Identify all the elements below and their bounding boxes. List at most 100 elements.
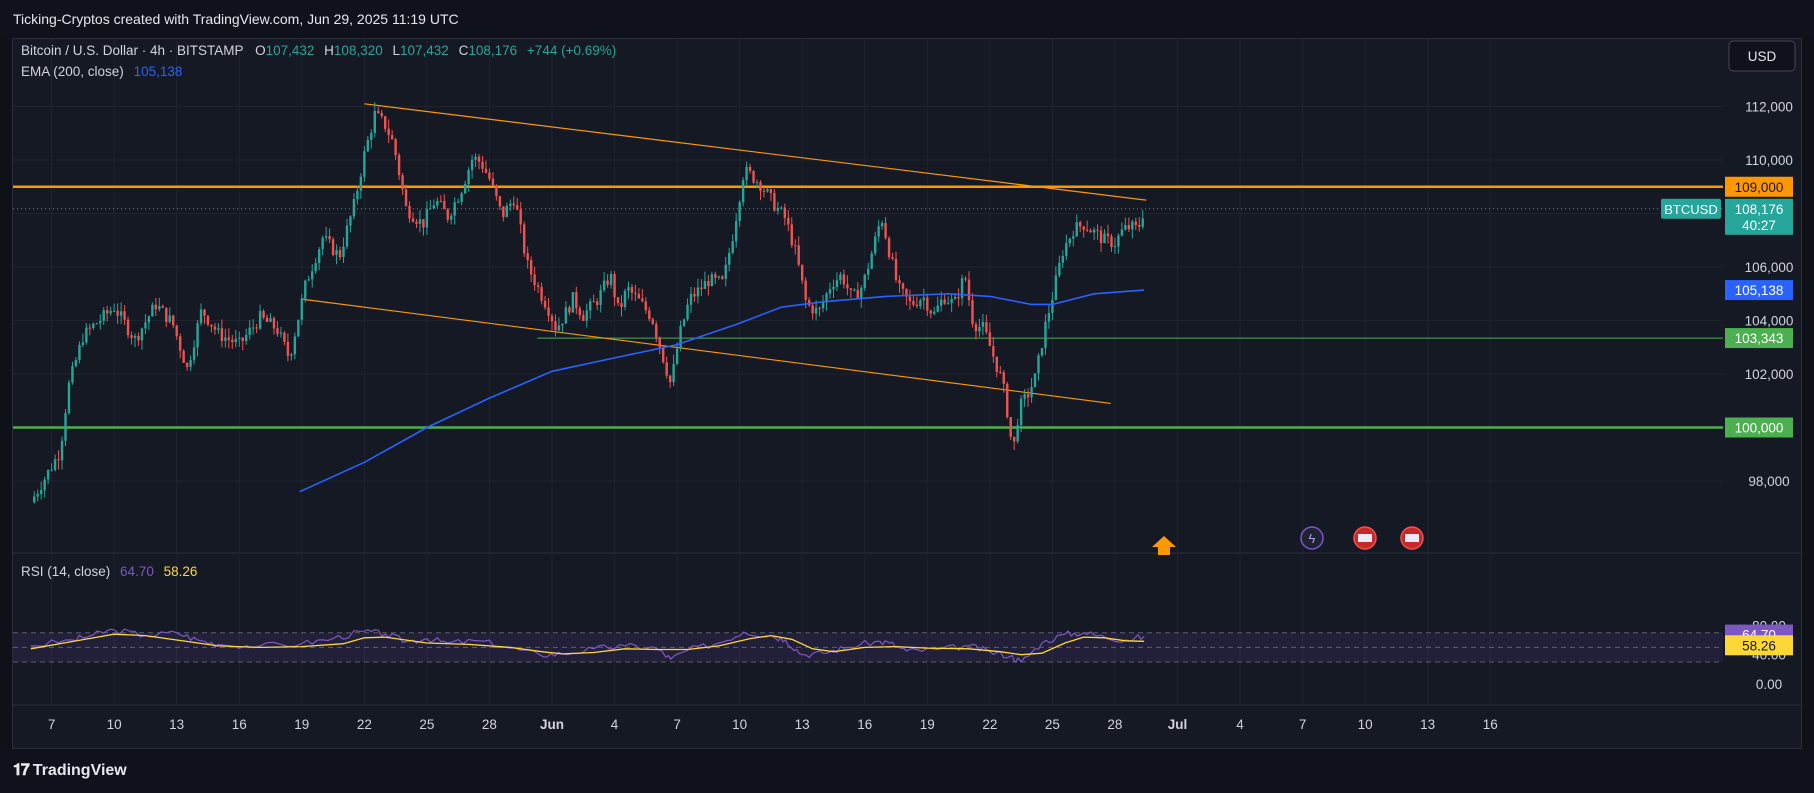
event-icons[interactable]: ϟ bbox=[1300, 526, 1424, 550]
svg-text:58.26: 58.26 bbox=[1742, 638, 1776, 653]
candle-body bbox=[217, 328, 220, 330]
time-tick-label: 22 bbox=[357, 717, 372, 732]
horizontal-lines bbox=[13, 185, 1723, 429]
price-tick-label: 104,000 bbox=[1745, 314, 1794, 329]
resistance-tag: 109,000 bbox=[1725, 176, 1793, 197]
candle-body bbox=[999, 371, 1002, 373]
candle-body bbox=[119, 311, 123, 316]
last-price-tag: 108,176 40:27 bbox=[1725, 198, 1793, 235]
candle-body bbox=[644, 301, 648, 311]
candle-body bbox=[957, 297, 960, 299]
currency-label[interactable]: USD bbox=[1748, 49, 1777, 64]
candle-body bbox=[783, 207, 787, 218]
candle-body bbox=[338, 250, 342, 257]
candle-body bbox=[550, 315, 554, 322]
trendline[interactable] bbox=[364, 103, 1147, 201]
candle-body bbox=[752, 171, 755, 183]
tradingview-logo[interactable]: 𝟏𝟕 TradingView bbox=[13, 762, 127, 780]
candle-body bbox=[484, 168, 488, 173]
rsi-legend-value: 64.70 bbox=[120, 564, 154, 579]
candle-body bbox=[825, 293, 828, 303]
candle-body bbox=[509, 203, 512, 206]
candle-body bbox=[151, 304, 154, 317]
candle-body bbox=[1124, 225, 1127, 230]
candle-body bbox=[686, 304, 689, 320]
candle-body bbox=[300, 298, 303, 320]
chart-frame[interactable]: ϟ 98,000 100,000 102,000 104,000 106,000 108,… bbox=[12, 38, 1802, 749]
candle-body bbox=[307, 279, 310, 281]
candle-body bbox=[1134, 221, 1137, 225]
candle-body bbox=[502, 206, 505, 218]
candle-body bbox=[693, 293, 696, 297]
candle-body bbox=[867, 268, 870, 275]
candle-body bbox=[234, 338, 237, 343]
candle-body bbox=[36, 493, 39, 497]
candle-body bbox=[297, 319, 300, 337]
candle-body bbox=[293, 336, 297, 355]
candle-body bbox=[425, 209, 429, 228]
time-tick-label: 10 bbox=[1358, 717, 1373, 732]
candle-body bbox=[158, 306, 161, 310]
candle-body bbox=[192, 347, 196, 361]
candle-body bbox=[523, 224, 526, 254]
candle-body bbox=[53, 459, 57, 470]
candle-body bbox=[345, 225, 349, 247]
price-chart-svg[interactable]: ϟ 98,000 100,000 102,000 104,000 106,000 108,… bbox=[13, 39, 1801, 748]
candle-body bbox=[377, 110, 380, 114]
candle-body bbox=[411, 218, 415, 222]
ema-line bbox=[299, 289, 1145, 493]
candle-body bbox=[387, 128, 390, 136]
candle-body bbox=[967, 279, 971, 301]
candle-body bbox=[919, 300, 922, 306]
candle-body bbox=[126, 319, 130, 336]
candle-body bbox=[224, 337, 227, 341]
candle-body bbox=[321, 237, 324, 250]
candle-body bbox=[203, 309, 206, 316]
candle-body bbox=[814, 307, 818, 314]
candle-body bbox=[123, 311, 126, 320]
candle-body bbox=[443, 201, 446, 210]
candle-body bbox=[662, 347, 665, 363]
candle-body bbox=[835, 280, 839, 288]
candle-body bbox=[432, 205, 436, 209]
candle-body bbox=[696, 287, 700, 297]
candle-body bbox=[1072, 236, 1075, 239]
candle-body bbox=[985, 322, 988, 333]
currency-button[interactable]: USD bbox=[1728, 40, 1796, 72]
candle-body bbox=[1006, 383, 1009, 418]
candle-body bbox=[543, 300, 547, 308]
time-tick-label: 25 bbox=[1045, 717, 1060, 732]
candle-body bbox=[873, 236, 877, 254]
candle-body bbox=[901, 283, 905, 289]
rsi-pane[interactable] bbox=[13, 553, 1723, 728]
candle-body bbox=[39, 490, 43, 494]
candle-body bbox=[804, 280, 807, 300]
candle-body bbox=[1037, 355, 1040, 374]
crypto-event-icon[interactable] bbox=[1300, 526, 1324, 550]
candle-body bbox=[519, 209, 522, 225]
candle-body bbox=[849, 288, 853, 290]
candle-body bbox=[741, 180, 745, 203]
candle-body bbox=[453, 202, 456, 216]
time-tick-label: 4 bbox=[1236, 717, 1244, 732]
candle-body bbox=[842, 274, 846, 285]
candle-body bbox=[536, 285, 540, 287]
candle-body bbox=[1054, 275, 1058, 300]
svg-text:105,138: 105,138 bbox=[1735, 283, 1784, 298]
svg-text:BTCUSD: BTCUSD bbox=[1664, 202, 1717, 217]
candle-body bbox=[940, 299, 943, 306]
candle-body bbox=[748, 166, 752, 172]
time-tick-label: 10 bbox=[107, 717, 122, 732]
candle-body bbox=[168, 315, 171, 322]
candle-body bbox=[279, 332, 283, 334]
candle-body bbox=[755, 182, 759, 184]
trendline[interactable] bbox=[301, 298, 1111, 405]
candle-body bbox=[700, 287, 703, 289]
candle-body bbox=[616, 297, 620, 304]
time-tick-label: 13 bbox=[795, 717, 810, 732]
price-pane[interactable] bbox=[13, 39, 1723, 552]
trendlines bbox=[301, 103, 1147, 405]
price-tick-label: 106,000 bbox=[1745, 260, 1794, 275]
candle-body bbox=[908, 296, 912, 302]
candle-body bbox=[564, 307, 568, 324]
